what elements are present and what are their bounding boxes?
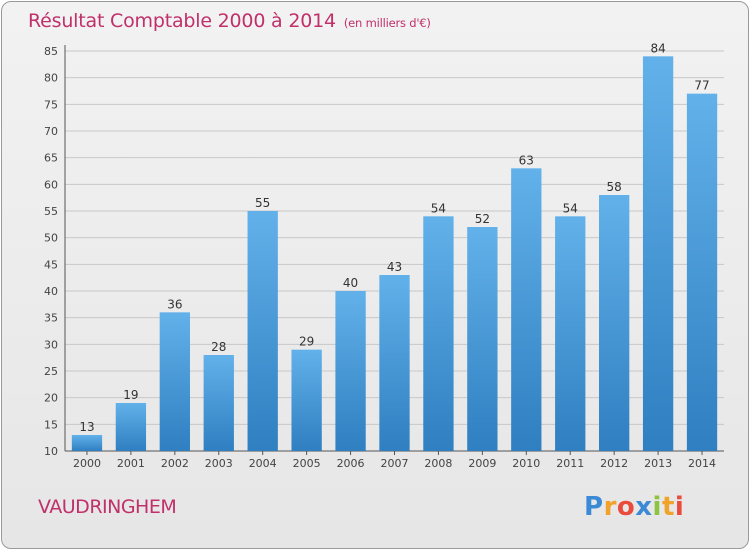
bar-2014 [686, 93, 718, 452]
y-tick-label: 60 [44, 178, 58, 191]
bar-value-label: 52 [475, 212, 490, 226]
bar-value-label: 28 [211, 340, 226, 354]
y-tick-label: 45 [44, 258, 58, 271]
x-tick-label: 2013 [644, 457, 672, 470]
bar-value-label: 63 [519, 153, 534, 167]
y-tick-label: 15 [44, 418, 58, 431]
y-tick-label: 85 [44, 45, 58, 58]
proxiti-logo: Proxiti [584, 492, 685, 522]
bar-2012 [599, 195, 630, 451]
bar-value-label: 58 [607, 180, 622, 194]
bar-value-label: 40 [343, 276, 358, 290]
x-tick-label: 2014 [688, 457, 716, 470]
y-tick-label: 70 [44, 125, 58, 138]
bar-value-label: 36 [167, 297, 182, 311]
x-tick-label: 2004 [249, 457, 277, 470]
x-tick-label: 2008 [424, 457, 452, 470]
y-tick-label: 50 [44, 232, 58, 245]
bars [71, 56, 718, 452]
chart-title: Résultat Comptable 2000 à 2014 (en millie… [28, 10, 431, 32]
bar-value-label: 55 [255, 196, 270, 210]
commune-name: VAUDRINGHEM [38, 496, 177, 518]
x-tick-label: 2010 [512, 457, 540, 470]
bar-value-label: 29 [299, 335, 314, 349]
bar-2002 [159, 312, 190, 451]
bar-value-label: 54 [431, 201, 446, 215]
bar-value-label: 13 [79, 420, 94, 434]
y-tick-label: 25 [44, 365, 58, 378]
x-tick-label: 2001 [117, 457, 145, 470]
bar-2004 [247, 211, 278, 451]
bar-value-label: 19 [123, 388, 138, 402]
x-tick-label: 2006 [337, 457, 365, 470]
x-tick-label: 2011 [556, 457, 584, 470]
y-tick-label: 10 [44, 445, 58, 458]
y-tick-label: 30 [44, 338, 58, 351]
bar-2000 [71, 435, 103, 451]
x-tick-label: 2007 [381, 457, 409, 470]
bar-2009 [467, 227, 498, 451]
x-tick-label: 2003 [205, 457, 233, 470]
bar-2013 [642, 56, 674, 451]
chart-unit: (en milliers d'€) [343, 16, 431, 30]
y-tick-label: 55 [44, 205, 58, 218]
bar-2001 [115, 403, 147, 451]
bar-value-label: 54 [563, 201, 578, 215]
bar-2006 [335, 291, 366, 451]
x-tick-label: 2009 [468, 457, 496, 470]
bar-2007 [379, 275, 410, 451]
bar-2010 [511, 168, 542, 452]
x-tick-label: 2005 [293, 457, 321, 470]
x-tick-label: 2002 [161, 457, 189, 470]
y-tick-label: 65 [44, 152, 58, 165]
bar-value-label: 43 [387, 260, 402, 274]
bar-value-label: 77 [694, 79, 709, 93]
labels: 10 15 20 25 30 35 40 45 50 55 60 65 70 75 80 85 13 2000 19… [44, 41, 716, 470]
y-tick-label: 40 [44, 285, 58, 298]
bar-2011 [555, 216, 586, 451]
chart-title-text: Résultat Comptable 2000 à 2014 [28, 10, 336, 32]
bar-2003 [203, 355, 234, 451]
y-tick-label: 20 [44, 392, 58, 405]
bar-value-label: 84 [650, 41, 665, 55]
y-tick-label: 75 [44, 98, 58, 111]
y-tick-label: 35 [44, 312, 58, 325]
x-tick-label: 2012 [600, 457, 628, 470]
x-tick-label: 2000 [73, 457, 101, 470]
bar-2005 [291, 349, 322, 451]
y-tick-label: 80 [44, 72, 58, 85]
bar-2008 [423, 216, 454, 451]
